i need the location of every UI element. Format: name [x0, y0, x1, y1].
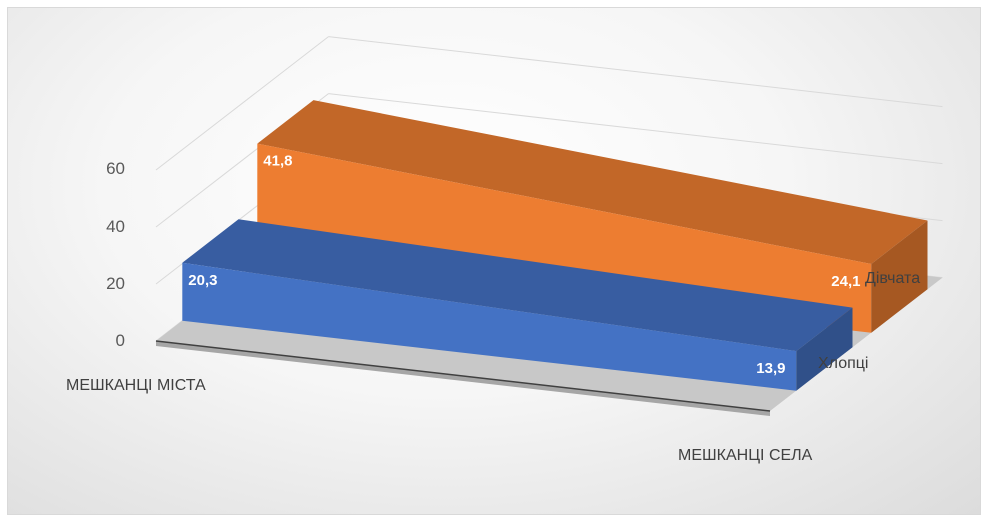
ribbon-end — [871, 220, 928, 333]
ribbon-front — [182, 262, 797, 391]
series-label: Дівчата — [865, 270, 920, 287]
gridline — [328, 36, 943, 108]
data-label: 20,3 — [188, 272, 217, 289]
data-label: 24,1 — [831, 273, 860, 290]
y-tick-label: 20 — [106, 274, 125, 293]
labels-layer: 41,8 24,1 20,3 13,9 — [188, 153, 860, 378]
category-axis-line — [155, 340, 771, 412]
chart-area: 41,8 24,1 20,3 13,9 0 20 40 60 МЕШКАНЦІ МІС… — [7, 7, 981, 515]
y-tick-label: 40 — [106, 217, 125, 236]
series-ribbon — [182, 219, 853, 391]
y-tick-label: 0 — [116, 331, 125, 350]
category-label: МЕШКАНЦІ МІСТА — [66, 377, 206, 394]
data-label: 41,8 — [263, 153, 292, 170]
gridline — [328, 93, 943, 165]
category-label: МЕШКАНЦІ СЕЛА — [678, 447, 813, 464]
chart-3d-ribbon: 41,8 24,1 20,3 13,9 0 20 40 60 МЕШКАНЦІ МІС… — [66, 36, 943, 464]
y-tick-label: 60 — [106, 159, 125, 178]
ribbon-top — [257, 100, 928, 264]
series-label: Хлопці — [818, 355, 868, 372]
series-layer — [182, 100, 928, 391]
ribbon-front — [257, 143, 872, 333]
series-ribbon — [257, 100, 928, 333]
gridline — [155, 36, 329, 171]
data-label: 13,9 — [756, 360, 785, 377]
ribbon-top — [182, 219, 853, 352]
floor-edge — [156, 341, 770, 416]
ribbon-end — [796, 307, 853, 391]
